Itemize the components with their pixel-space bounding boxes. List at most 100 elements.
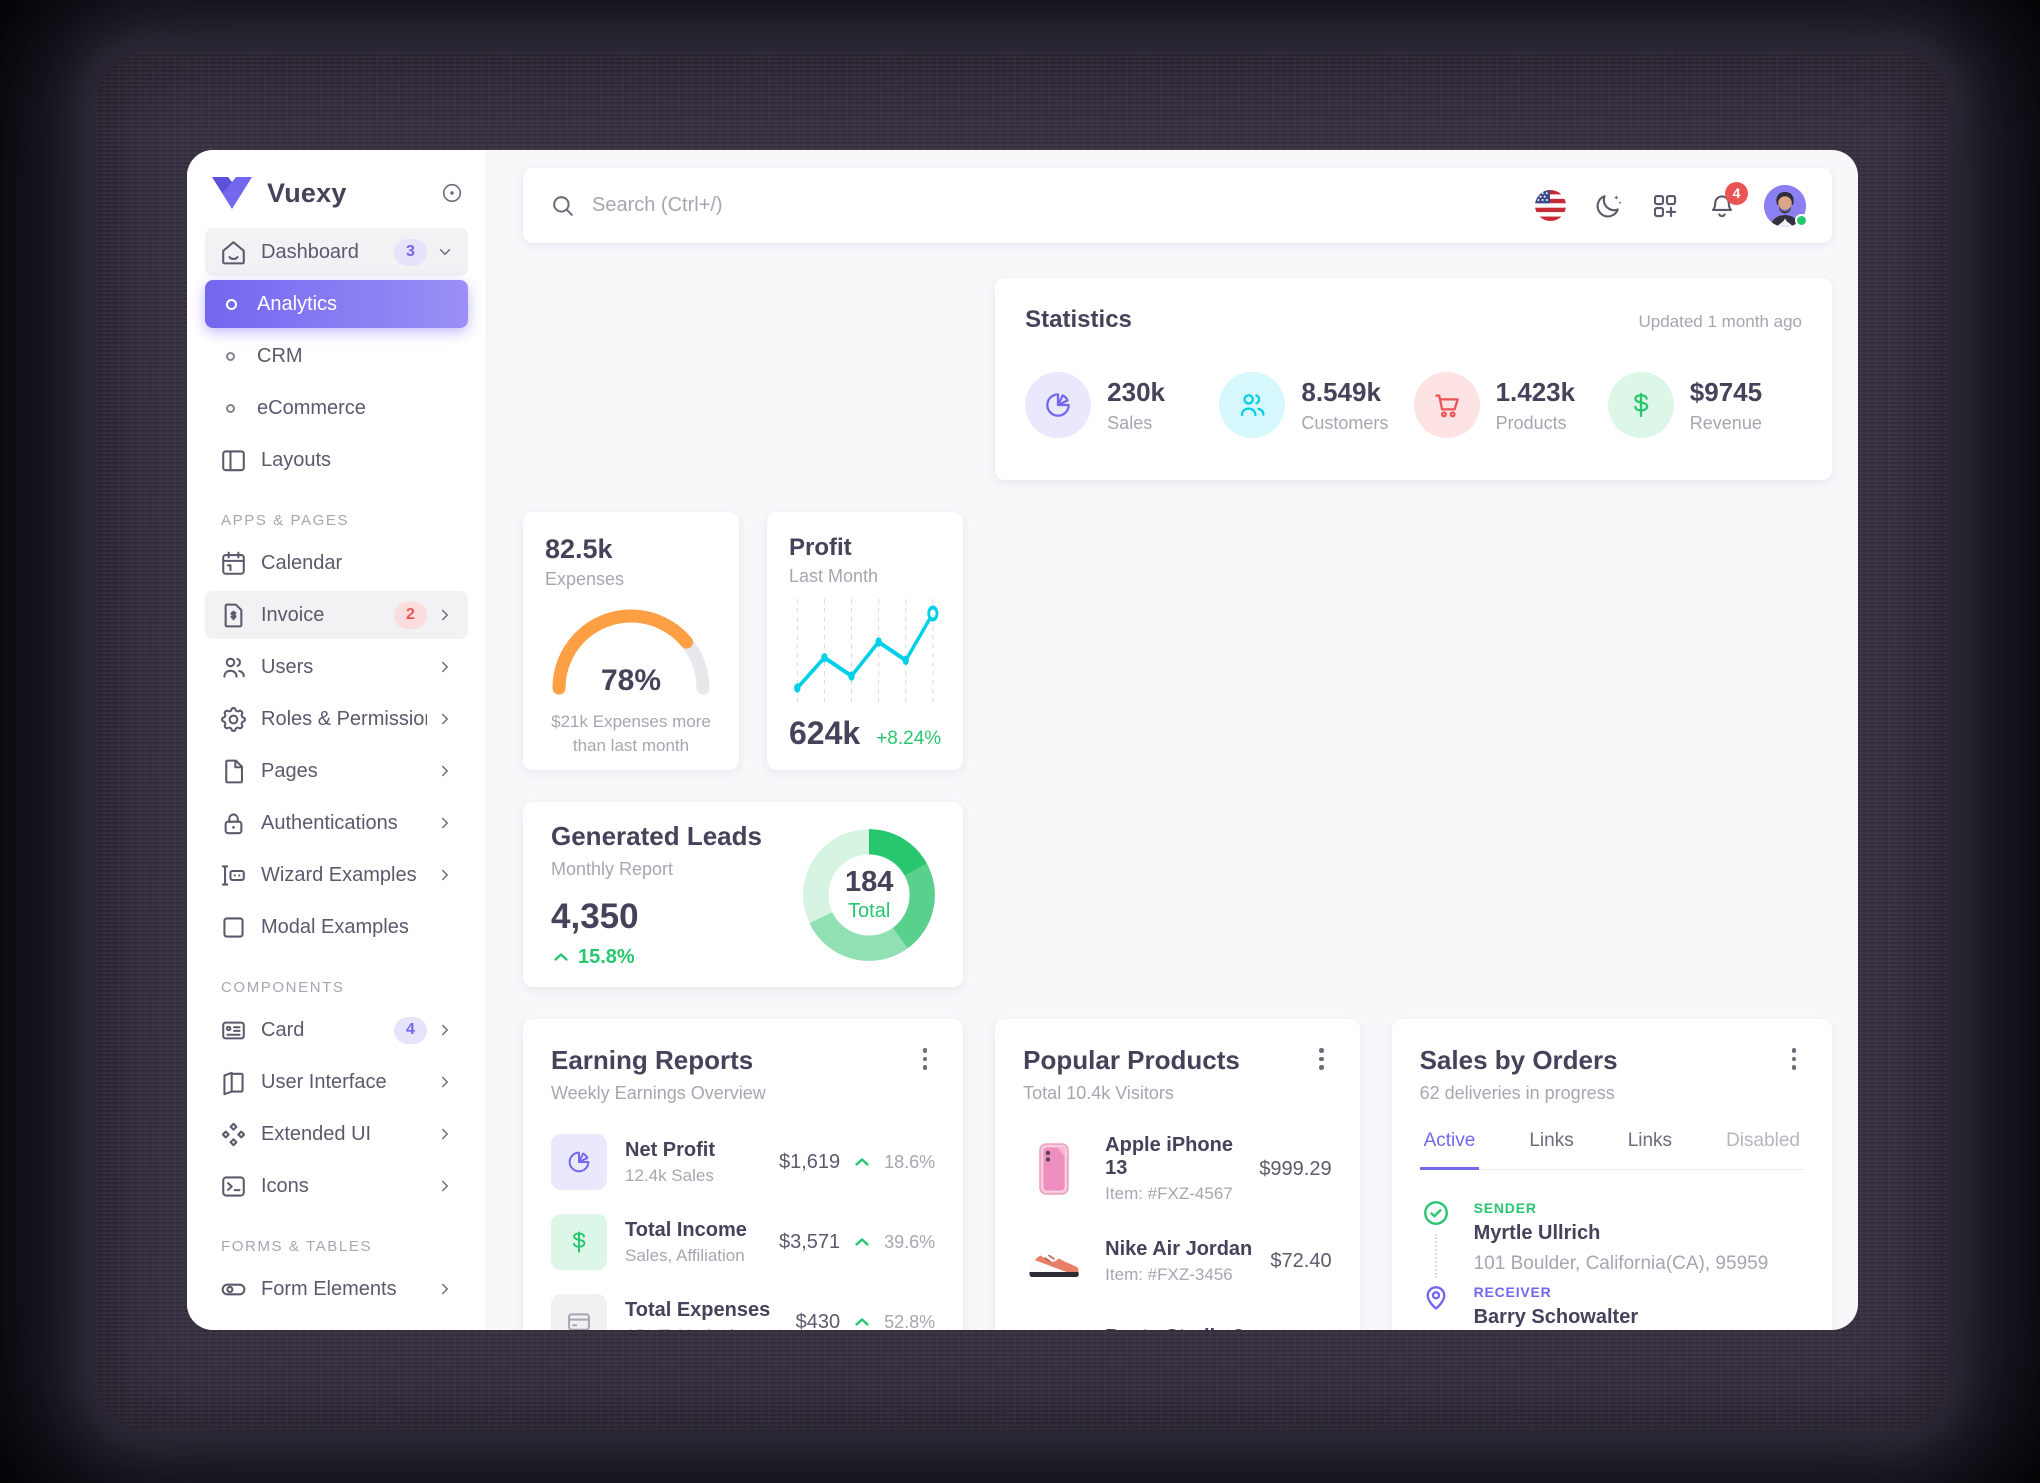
timeline-connector [1434,1234,1437,1278]
sidebar-section-header: FORMS & TABLES [221,1238,373,1255]
sidebar-item-icons[interactable]: Icons [205,1162,468,1210]
cart-icon [1413,372,1480,438]
earning-report-row: Total Expenses ADVT, Marketing $430 52.8… [551,1294,935,1330]
earning-reports-card: Earning Reports Weekly Earnings Overview… [523,1019,964,1330]
sidebar-item-form-layouts[interactable]: Form Layouts [205,1317,468,1331]
chevron-down-icon [436,243,454,261]
earning-row-delta: 52.8% [884,1311,936,1331]
sidebar-item-dashboard[interactable]: Dashboard 3 [205,228,468,276]
expenses-value: 82.5k [545,534,613,564]
map-pin-icon [1421,1282,1451,1312]
chevron-right-icon [436,658,454,676]
search-input[interactable] [592,194,1535,217]
sales-by-orders-card: Sales by Orders 62 deliveries in progres… [1391,1019,1832,1330]
mini-cards-row: 82.5k Expenses 78% $21k Expenses more tha… [523,512,964,770]
sidebar-item-ecommerce[interactable]: eCommerce [205,384,468,432]
earning-row-delta: 39.6% [884,1231,936,1252]
statistics-card: Statistics Updated 1 month ago 230k Sale… [995,278,1832,480]
timeline-name: Barry Schowalter [1473,1306,1639,1328]
stat-value: 8.549k [1301,376,1381,407]
products-menu-kebab-icon[interactable] [1312,1045,1332,1073]
timeline-entry: RECEIVER Barry Schowalter 939 Orange, Ca… [1420,1282,1804,1330]
sidebar-item-roles-permissions[interactable]: Roles & Permissions [205,695,468,743]
expenses-note: $21k Expenses more than last month [551,712,711,755]
search-icon [549,192,576,219]
sidebar-item-label: Form Layouts [261,1330,427,1331]
trend-up-icon [852,1312,872,1330]
sidebar-item-layouts[interactable]: Layouts [205,436,468,484]
expenses-label: Expenses [545,569,625,589]
sidebar-item-label: Card [261,1018,305,1041]
book-icon [219,1068,248,1097]
sidebar-item-user-interface[interactable]: User Interface [205,1058,468,1106]
sidebar-item-extended-ui[interactable]: Extended UI [205,1110,468,1158]
shortcuts-grid-icon[interactable] [1650,191,1680,221]
sidebar-nav: Dashboard 3 Analytics CRM eCommerce Layo… [187,224,486,1330]
layout-icon [219,446,248,475]
bullet-circle-icon [226,298,237,310]
sidebar-item-pages[interactable]: Pages [205,747,468,795]
products-subtitle: Total 10.4k Visitors [1023,1083,1174,1103]
leads-title: Generated Leads [551,820,762,851]
chevron-right-icon [436,606,454,624]
earning-menu-kebab-icon[interactable] [915,1045,935,1073]
sidebar-item-wizard-examples[interactable]: Wizard Examples [205,851,468,899]
brand-name: Vuexy [267,177,347,208]
timeline-address: 101 Boulder, California(CA), 95959 [1473,1253,1769,1274]
product-price: $999.29 [1259,1157,1332,1180]
product-image-sneaker [1023,1230,1085,1292]
leads-total-label: Total [848,900,891,922]
leads-value: 4,350 [551,896,639,936]
orders-tab-disabled[interactable]: Disabled [1726,1130,1800,1151]
stat-label: Sales [1107,412,1153,433]
earning-rows: Net Profit 12.4k Sales $1,619 18.6% Tota… [551,1134,935,1330]
orders-tab-links[interactable]: Links [1627,1130,1673,1151]
sidebar-item-users[interactable]: Users [205,643,468,691]
stat-label: Customers [1301,412,1389,433]
trend-up-icon [852,1152,872,1172]
language-flag-icon[interactable] [1535,190,1566,221]
toggle-icon [219,1275,248,1304]
earning-subtitle: Weekly Earnings Overview [551,1083,766,1103]
sidebar-subitem-label: eCommerce [257,396,366,419]
sidebar-item-label: Form Elements [261,1277,397,1300]
bullet-circle-icon [226,351,235,361]
earning-row-title: Total Income [625,1218,747,1241]
product-name: Apple iPhone 13 [1105,1134,1233,1179]
user-avatar[interactable] [1764,184,1808,227]
leads-subtitle: Monthly Report [551,858,674,879]
sidebar-item-card[interactable]: Card 4 [205,1006,468,1054]
sidebar-item-label: Calendar [261,551,343,574]
statistics-title: Statistics [1025,306,1132,333]
profit-title: Profit [789,534,852,561]
orders-tab-links[interactable]: Links [1529,1130,1574,1151]
dark-mode-moon-icon[interactable] [1593,191,1623,221]
earning-row-subtitle: 12.4k Sales [625,1165,714,1185]
leads-total: 184 [844,866,894,898]
stat-value: 1.423k [1495,376,1576,407]
sidebar-pin-toggle-icon[interactable] [440,181,464,205]
sidebar-item-modal-examples[interactable]: Modal Examples [205,903,468,951]
terminal-icon [219,1172,248,1201]
orders-tab-active[interactable]: Active [1419,1130,1480,1170]
sidebar-item-invoice[interactable]: Invoice 2 [205,591,468,639]
sidebar-item-crm[interactable]: CRM [205,332,468,380]
sidebar-item-authentications[interactable]: Authentications [205,799,468,847]
notifications-bell-icon[interactable]: 4 [1707,181,1748,221]
sidebar-section-header: APPS & PAGES [221,512,350,529]
orders-menu-kebab-icon[interactable] [1784,1045,1804,1073]
earning-row-subtitle: ADVT, Marketing [625,1326,770,1331]
chevron-right-icon [436,1073,454,1091]
credit-card-icon [551,1294,607,1330]
main-content: 4 Statistics Updated 1 month ago 230k Sa… [487,150,1858,1330]
wizard-icon [219,861,248,890]
profit-subtitle: Last Month [789,566,879,586]
sidebar-item-label: Icons [261,1174,309,1197]
sidebar-item-form-elements[interactable]: Form Elements [205,1265,468,1313]
sidebar-item-calendar[interactable]: Calendar [205,539,468,587]
customers-icon [1219,372,1286,438]
sidebar-item-label: Users [261,655,314,678]
sidebar-item-analytics[interactable]: Analytics [205,280,468,328]
generated-leads-card: Generated Leads Monthly Report 4,350 15.… [523,802,964,987]
sidebar-item-label: Wizard Examples [261,863,417,886]
